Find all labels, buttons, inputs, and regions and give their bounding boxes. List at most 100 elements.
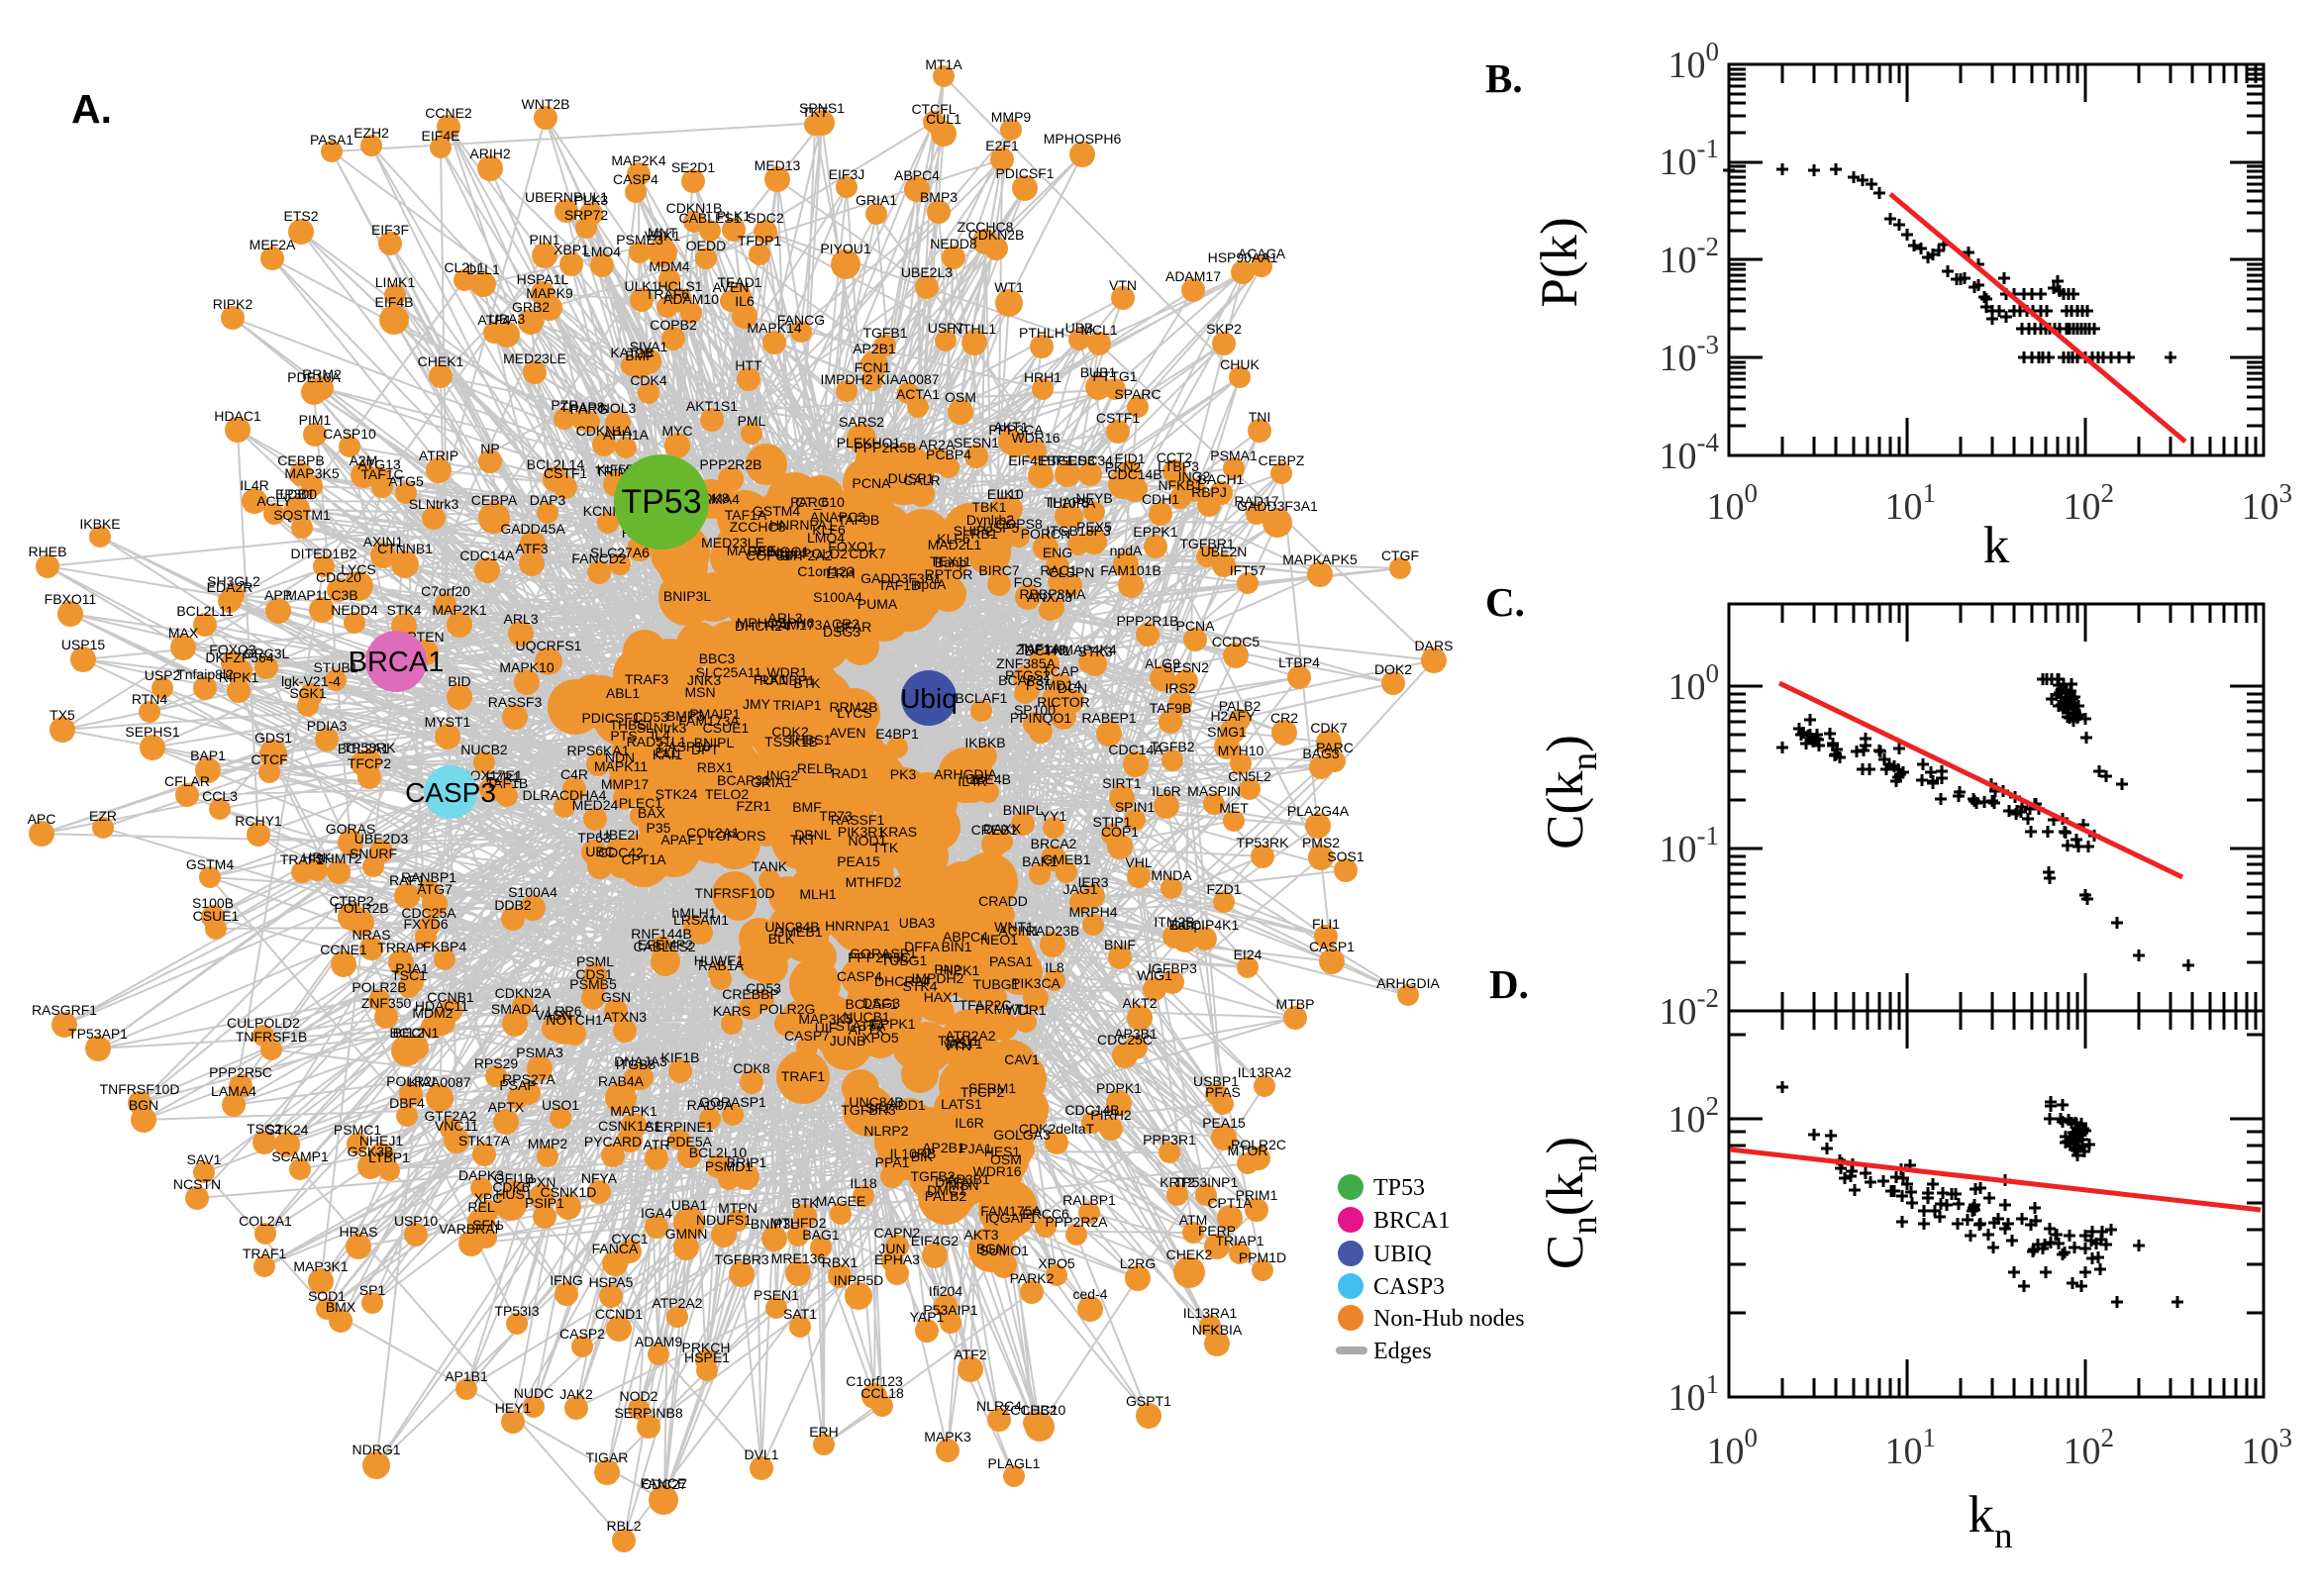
svg-text:CDC14A: CDC14A xyxy=(459,548,515,563)
svg-text:COL2A1: COL2A1 xyxy=(239,1213,292,1229)
svg-text:PIN1: PIN1 xyxy=(529,232,559,248)
svg-text:PPP3R1: PPP3R1 xyxy=(1143,1132,1196,1147)
svg-text:SHIP2: SHIP2 xyxy=(954,523,994,539)
svg-text:IL13RA1: IL13RA1 xyxy=(1183,1305,1238,1321)
svg-text:TGFB2: TGFB2 xyxy=(1150,739,1194,754)
svg-text:EIF4EBP1: EIF4EBP1 xyxy=(1008,452,1073,468)
svg-text:COL2A1: COL2A1 xyxy=(686,825,740,841)
svg-text:USP5: USP5 xyxy=(983,520,1020,536)
svg-text:ATF3: ATF3 xyxy=(515,541,548,556)
svg-text:MED13: MED13 xyxy=(755,157,801,173)
svg-text:USP2: USP2 xyxy=(145,667,181,683)
svg-text:CTBP2: CTBP2 xyxy=(329,893,373,909)
svg-text:VARBRAP: VARBRAP xyxy=(439,1221,504,1237)
svg-text:TUBG1: TUBG1 xyxy=(973,976,1020,992)
svg-text:IL4: IL4 xyxy=(651,727,670,743)
svg-text:HUWE1: HUWE1 xyxy=(694,952,745,968)
svg-text:MTOR: MTOR xyxy=(1228,1143,1268,1158)
svg-text:SIVA1: SIVA1 xyxy=(630,339,668,354)
svg-text:STUB1: STUB1 xyxy=(313,659,357,675)
svg-text:UNC84B: UNC84B xyxy=(849,1094,903,1110)
svg-text:MNDA: MNDA xyxy=(1151,867,1192,883)
svg-text:CDK7: CDK7 xyxy=(849,546,886,561)
svg-text:HSP90AA1: HSP90AA1 xyxy=(1208,249,1278,265)
svg-text:CASP2: CASP2 xyxy=(559,1326,605,1342)
svg-text:BCL2L11: BCL2L11 xyxy=(176,603,234,619)
svg-text:TEAD1: TEAD1 xyxy=(717,274,761,290)
svg-text:ORC3L: ORC3L xyxy=(244,646,290,661)
svg-text:BCL2L14: BCL2L14 xyxy=(527,456,585,472)
svg-text:RICTOR: RICTOR xyxy=(1037,694,1089,710)
svg-text:POLR2G: POLR2G xyxy=(759,1001,816,1017)
svg-text:ING2: ING2 xyxy=(766,767,799,783)
svg-text:PKN2: PKN2 xyxy=(1105,459,1142,475)
svg-text:MAP3K1: MAP3K1 xyxy=(293,1258,348,1274)
svg-text:CDC14B: CDC14B xyxy=(1107,466,1162,482)
svg-text:NFYB: NFYB xyxy=(1075,490,1112,506)
svg-text:TGFB1: TGFB1 xyxy=(862,325,907,341)
svg-text:CDK4: CDK4 xyxy=(630,372,667,388)
svg-text:ATM: ATM xyxy=(1179,1212,1208,1228)
svg-text:ULK1: ULK1 xyxy=(624,278,658,294)
svg-text:APP: APP xyxy=(264,587,292,603)
svg-text:POLR2I: POLR2I xyxy=(386,1073,436,1089)
svg-text:AP2B1: AP2B1 xyxy=(853,341,896,356)
svg-text:PXN: PXN xyxy=(528,1174,556,1190)
svg-text:MEF2A: MEF2A xyxy=(250,237,296,252)
svg-text:ATG5: ATG5 xyxy=(388,473,424,489)
svg-text:100: 100 xyxy=(1707,1423,1759,1472)
svg-text:SF1: SF1 xyxy=(865,1100,891,1116)
svg-text:kn: kn xyxy=(1969,1486,2013,1556)
svg-text:CULPOLD2: CULPOLD2 xyxy=(774,546,848,561)
svg-text:PTGES3: PTGES3 xyxy=(1040,452,1094,468)
svg-text:USP15: USP15 xyxy=(61,637,106,652)
svg-text:FOXO1: FOXO1 xyxy=(828,539,875,554)
svg-text:PDPK1: PDPK1 xyxy=(1096,1080,1142,1096)
svg-text:PPM1D: PPM1D xyxy=(1239,1249,1286,1265)
svg-text:IL10: IL10 xyxy=(996,486,1023,502)
svg-text:ZCCHC8: ZCCHC8 xyxy=(730,519,786,535)
svg-text:PLA2G4A: PLA2G4A xyxy=(1287,803,1350,819)
svg-text:GSK3B: GSK3B xyxy=(348,1144,394,1159)
svg-text:EIF3F: EIF3F xyxy=(371,222,409,238)
svg-text:UBE2I: UBE2I xyxy=(599,827,639,843)
svg-text:ATF2: ATF2 xyxy=(954,1347,986,1362)
svg-text:SGK1: SGK1 xyxy=(289,685,327,701)
svg-text:CCL3: CCL3 xyxy=(202,788,238,804)
svg-text:BCAP31: BCAP31 xyxy=(717,772,770,788)
svg-text:PPP3CA: PPP3CA xyxy=(988,422,1044,438)
svg-text:STK3: STK3 xyxy=(1077,644,1112,659)
svg-text:CTNNB1: CTNNB1 xyxy=(377,541,433,556)
svg-text:TAF1A: TAF1A xyxy=(725,507,767,523)
svg-text:CDK8: CDK8 xyxy=(733,1060,770,1076)
svg-text:PARG: PARG xyxy=(570,401,609,417)
svg-text:AVEN: AVEN xyxy=(712,279,749,295)
svg-text:CAPN2: CAPN2 xyxy=(874,1225,921,1241)
svg-text:TP53AP1: TP53AP1 xyxy=(68,1026,128,1042)
svg-text:NP: NP xyxy=(480,441,499,456)
svg-text:TFCP2: TFCP2 xyxy=(960,1084,1005,1100)
svg-text:IL6R: IL6R xyxy=(955,1115,984,1131)
svg-text:WIG1: WIG1 xyxy=(1137,967,1172,983)
svg-text:FAM173A: FAM173A xyxy=(678,713,740,729)
svg-text:GFI1B: GFI1B xyxy=(494,1170,534,1186)
svg-text:TP73: TP73 xyxy=(819,808,853,824)
svg-text:D.: D. xyxy=(1489,961,1529,1007)
svg-text:TRAF3: TRAF3 xyxy=(625,671,669,687)
svg-text:CPT1A: CPT1A xyxy=(1207,1195,1253,1211)
svg-text:TP53RK: TP53RK xyxy=(344,740,397,755)
svg-text:JUNB: JUNB xyxy=(830,1033,866,1048)
svg-text:RELB: RELB xyxy=(797,760,834,776)
svg-text:ABL1: ABL1 xyxy=(606,685,640,701)
svg-text:CDK7: CDK7 xyxy=(1310,720,1348,736)
svg-text:TIGAR: TIGAR xyxy=(586,1449,629,1465)
svg-text:PLK1: PLK1 xyxy=(754,671,787,687)
svg-text:IL18: IL18 xyxy=(850,1175,876,1191)
svg-text:CR2: CR2 xyxy=(1270,710,1298,726)
svg-text:CN5L2: CN5L2 xyxy=(1228,768,1271,784)
svg-text:CSUE1: CSUE1 xyxy=(193,908,240,924)
svg-text:APH1A: APH1A xyxy=(603,427,650,443)
svg-text:SMAD4: SMAD4 xyxy=(491,1001,539,1017)
svg-text:KAI1: KAI1 xyxy=(653,747,683,762)
svg-text:LATS1: LATS1 xyxy=(941,1096,982,1112)
